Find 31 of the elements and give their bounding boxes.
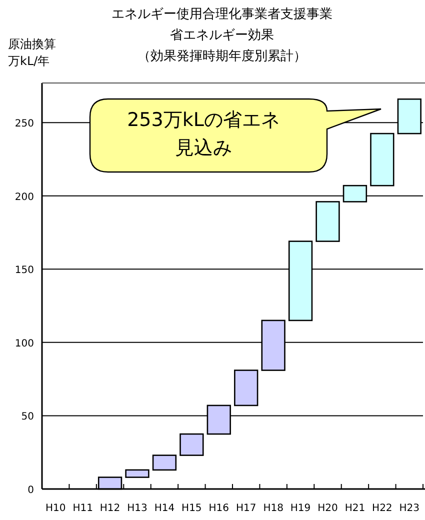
bar [316,201,340,242]
bar [180,433,204,456]
x-tick-label: H18 [263,503,284,514]
x-tick-label: H14 [154,503,175,514]
bar [234,370,258,406]
x-tick-label: H11 [72,503,93,514]
chart-title: エネルギー使用合理化事業者支援事業 [112,7,332,22]
y-tick-label: 150 [14,265,34,276]
bar [152,454,177,471]
annotation: 253万kLの省エネ見込み [126,108,281,161]
x-tick-label: H16 [208,503,230,514]
y-tick-label: 250 [14,118,34,130]
x-tick-label: H23 [399,503,420,514]
x-tick-label: H19 [290,503,311,514]
x-tick-label: H12 [100,503,120,514]
x-tick-label: H20 [318,503,338,514]
x-tick-label: H13 [127,503,148,514]
y-tick-label: 0 [28,485,34,496]
y-tick-label: 50 [21,412,34,423]
x-tick-label: H10 [45,503,66,514]
x-tick-label: H17 [236,503,256,514]
y-axis-title: 原油換算万kL/年 [8,36,57,70]
x-tick-label: H15 [182,503,202,514]
text: （効果発揮時期年度別累計） [138,48,306,64]
y-tick-label: 100 [14,338,34,350]
y-tick-label: 200 [14,192,34,203]
chart-subtitle: 省エネルギー効果 [170,28,274,43]
bar [370,132,394,186]
bar [125,469,150,478]
x-tick-label: H22 [372,503,392,514]
x-tick-label: H21 [344,503,366,514]
